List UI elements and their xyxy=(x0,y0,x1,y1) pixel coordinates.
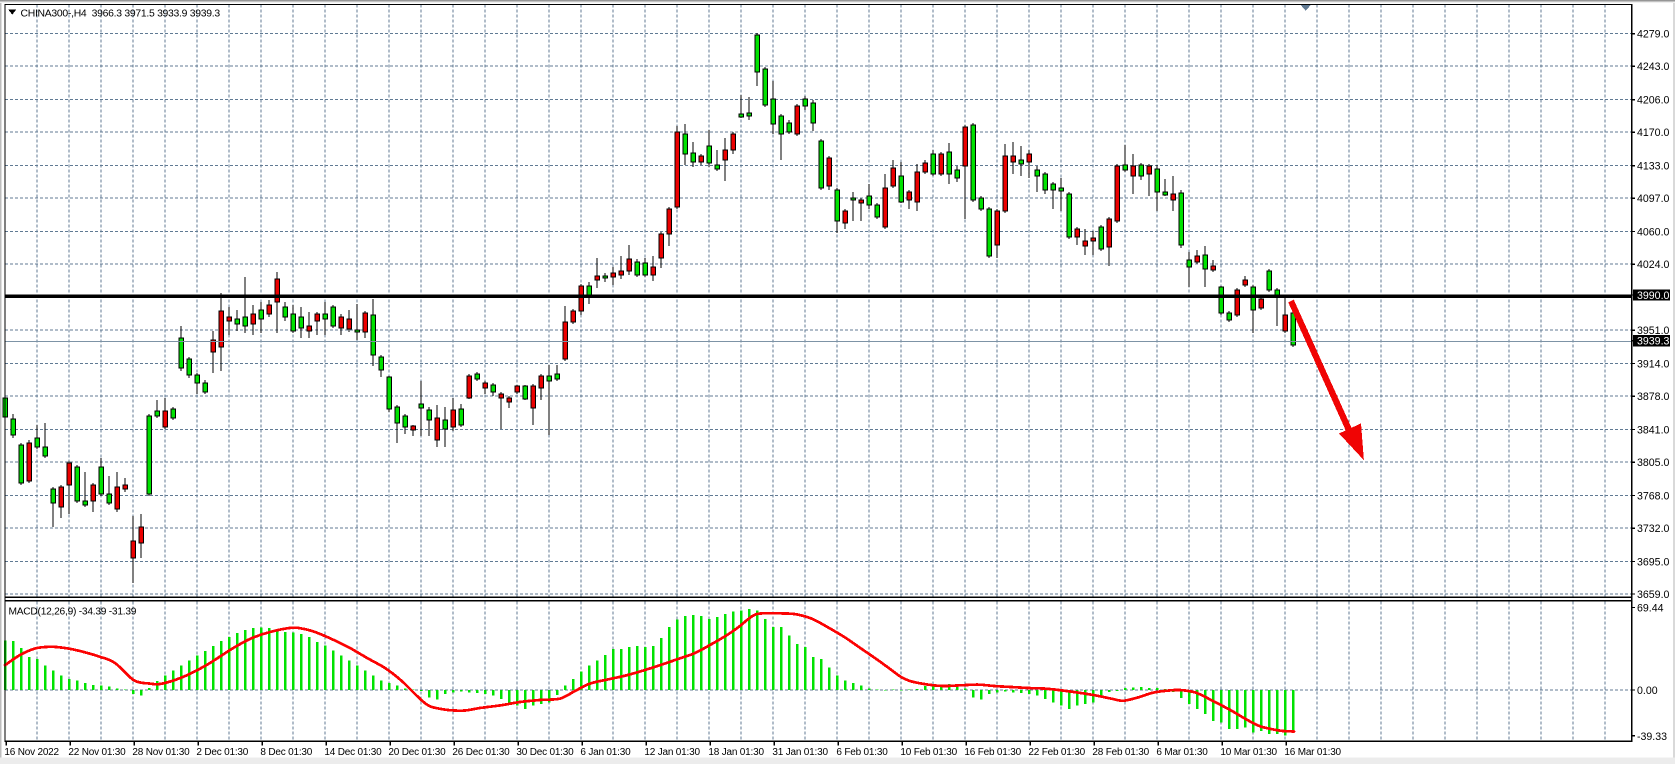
svg-text:3695.0: 3695.0 xyxy=(1637,557,1670,569)
svg-text:31 Jan 01:30: 31 Jan 01:30 xyxy=(772,747,828,758)
svg-text:4097.0: 4097.0 xyxy=(1637,193,1670,205)
svg-text:69.44: 69.44 xyxy=(1637,603,1664,615)
svg-text:20 Dec 01:30: 20 Dec 01:30 xyxy=(388,747,446,758)
svg-text:3914.0: 3914.0 xyxy=(1637,359,1670,371)
svg-text:3841.0: 3841.0 xyxy=(1637,425,1670,437)
svg-text:0.00: 0.00 xyxy=(1637,685,1658,697)
svg-text:14 Dec 01:30: 14 Dec 01:30 xyxy=(324,747,382,758)
svg-text:12 Jan 01:30: 12 Jan 01:30 xyxy=(644,747,700,758)
svg-text:3990.0: 3990.0 xyxy=(1637,290,1670,302)
svg-text:18 Jan 01:30: 18 Jan 01:30 xyxy=(708,747,764,758)
svg-text:3805.0: 3805.0 xyxy=(1637,457,1670,469)
svg-text:3878.0: 3878.0 xyxy=(1637,391,1670,403)
svg-text:6 Feb 01:30: 6 Feb 01:30 xyxy=(836,747,888,758)
svg-text:3768.0: 3768.0 xyxy=(1637,491,1670,503)
svg-text:22 Nov 01:30: 22 Nov 01:30 xyxy=(68,747,126,758)
svg-text:4170.0: 4170.0 xyxy=(1637,127,1670,139)
svg-text:28 Feb 01:30: 28 Feb 01:30 xyxy=(1092,747,1149,758)
svg-text:16 Nov 2022: 16 Nov 2022 xyxy=(4,747,59,758)
svg-text:30 Dec 01:30: 30 Dec 01:30 xyxy=(516,747,574,758)
svg-text:26 Dec 01:30: 26 Dec 01:30 xyxy=(452,747,510,758)
svg-text:4060.0: 4060.0 xyxy=(1637,227,1670,239)
svg-text:4133.0: 4133.0 xyxy=(1637,161,1670,173)
svg-text:2 Dec 01:30: 2 Dec 01:30 xyxy=(196,747,248,758)
svg-text:10 Feb 01:30: 10 Feb 01:30 xyxy=(900,747,957,758)
svg-text:3939.3: 3939.3 xyxy=(1637,336,1670,348)
svg-text:6 Jan 01:30: 6 Jan 01:30 xyxy=(580,747,631,758)
svg-text:3951.0: 3951.0 xyxy=(1637,325,1670,337)
svg-text:16 Feb 01:30: 16 Feb 01:30 xyxy=(964,747,1021,758)
svg-text:4243.0: 4243.0 xyxy=(1637,61,1670,73)
svg-text:-39.33: -39.33 xyxy=(1637,731,1667,743)
svg-text:10 Mar 01:30: 10 Mar 01:30 xyxy=(1220,747,1277,758)
svg-text:4206.0: 4206.0 xyxy=(1637,95,1670,107)
svg-text:CHINA300-,H4 3966.3 3971.5 39: CHINA300-,H4 3966.3 3971.5 3933.9 3939.3 xyxy=(21,9,221,20)
svg-text:8 Dec 01:30: 8 Dec 01:30 xyxy=(260,747,312,758)
svg-text:28 Nov 01:30: 28 Nov 01:30 xyxy=(132,747,190,758)
svg-text:4279.0: 4279.0 xyxy=(1637,29,1670,41)
svg-text:6 Mar 01:30: 6 Mar 01:30 xyxy=(1156,747,1208,758)
svg-text:4024.0: 4024.0 xyxy=(1637,259,1670,271)
svg-text:22 Feb 01:30: 22 Feb 01:30 xyxy=(1028,747,1085,758)
svg-text:3659.0: 3659.0 xyxy=(1637,589,1670,601)
svg-text:16 Mar 01:30: 16 Mar 01:30 xyxy=(1284,747,1341,758)
svg-text:MACD(12,26,9) -34.39 -31.39: MACD(12,26,9) -34.39 -31.39 xyxy=(9,607,137,618)
svg-text:3732.0: 3732.0 xyxy=(1637,523,1670,535)
